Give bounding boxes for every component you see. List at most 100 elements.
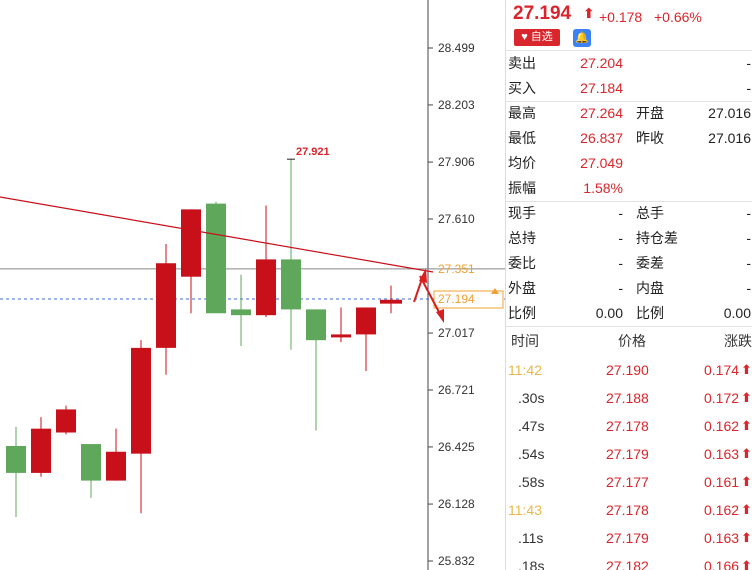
candle-body xyxy=(56,409,76,433)
divider xyxy=(506,326,752,327)
up-arrow-icon: ⬆ xyxy=(583,5,595,21)
add-favorite-button[interactable]: ♥ 自选 xyxy=(514,29,560,46)
trade-row[interactable]: .11s 27.179 0.163 ⬆ xyxy=(506,524,752,552)
price-column-header: 价格 xyxy=(618,333,646,349)
up-arrow-icon: ⬆ xyxy=(741,390,752,405)
trade-row[interactable]: .30s 27.188 0.172 ⬆ xyxy=(506,384,752,412)
stat-value: 26.837 xyxy=(580,130,623,146)
stat-row: 现手 - 总手 - xyxy=(506,201,752,226)
trade-price: 27.178 xyxy=(606,502,649,518)
last-price: 27.194 xyxy=(513,3,572,24)
stat-label: 现手 xyxy=(508,205,536,221)
price-change-pct: +0.66% xyxy=(654,9,702,25)
stat-row: 均价 27.049 xyxy=(506,151,752,176)
stat-label: 买入 xyxy=(508,80,536,96)
y-tick-label: 27.610 xyxy=(438,212,475,226)
bell-icon[interactable]: 🔔 xyxy=(573,29,591,47)
y-tick-label: 27.906 xyxy=(438,155,475,169)
y-tick-label: 26.721 xyxy=(438,383,475,397)
trade-price: 27.179 xyxy=(606,530,649,546)
up-arrow-icon: ⬆ xyxy=(741,418,752,433)
stat-label: 开盘 xyxy=(636,105,664,121)
trade-time: .58s xyxy=(518,474,545,490)
candle-body xyxy=(81,444,101,481)
candle-body xyxy=(231,309,251,316)
trade-row[interactable]: .54s 27.179 0.163 ⬆ xyxy=(506,440,752,468)
trade-change: 0.161 xyxy=(704,474,740,490)
stat-value: - xyxy=(618,205,623,221)
stat-row: 买入 27.184 - xyxy=(506,76,752,101)
stat-row: 卖出 27.204 - xyxy=(506,51,752,76)
stat-value: - xyxy=(746,255,751,271)
reference-line-label: 27.351 xyxy=(438,262,475,276)
stat-value: - xyxy=(746,280,751,296)
change-column-header: 涨跌 xyxy=(724,333,752,349)
y-tick-label: 27.017 xyxy=(438,326,475,340)
stat-value: - xyxy=(746,80,751,96)
candle-body xyxy=(156,263,176,348)
candle-body xyxy=(306,309,326,341)
trade-change: 0.163 xyxy=(704,446,740,462)
stat-row: 总持 - 持仓差 - xyxy=(506,226,752,251)
candle-body xyxy=(256,259,276,316)
stat-row: 比例 0.00 比例 0.00 xyxy=(506,301,752,326)
stat-label: 总持 xyxy=(508,230,536,246)
stat-label: 持仓差 xyxy=(636,230,678,246)
candle-body xyxy=(356,307,376,335)
price-change: +0.178 xyxy=(599,9,643,25)
y-tick-label: 26.128 xyxy=(438,497,475,511)
stat-row: 振幅 1.58% xyxy=(506,176,752,201)
trade-price: 27.182 xyxy=(606,558,649,570)
stat-value: 27.016 xyxy=(708,105,751,121)
up-arrow-icon: ⬆ xyxy=(741,362,752,377)
trade-row[interactable]: .18s 27.182 0.166 ⬆ xyxy=(506,552,752,570)
trade-time: .30s xyxy=(518,390,545,406)
candle-body xyxy=(31,428,51,473)
trade-change: 0.163 xyxy=(704,530,740,546)
current-marker-icon xyxy=(491,288,499,295)
trade-change: 0.162 xyxy=(704,502,740,518)
stat-value: 27.204 xyxy=(580,55,623,71)
stat-value: 1.58% xyxy=(583,180,623,196)
trade-row[interactable]: 11:43 27.178 0.162 ⬆ xyxy=(506,496,752,524)
stat-label: 最低 xyxy=(508,130,536,146)
trade-row[interactable]: .58s 27.177 0.161 ⬆ xyxy=(506,468,752,496)
trades-header: 时间 价格 涨跌 xyxy=(506,327,752,355)
trade-price: 27.190 xyxy=(606,362,649,378)
stat-value: - xyxy=(618,255,623,271)
stat-label: 内盘 xyxy=(636,280,664,296)
stat-row: 外盘 - 内盘 - xyxy=(506,276,752,301)
current-price-box xyxy=(433,290,504,309)
stat-label: 比例 xyxy=(508,305,536,321)
stat-value: 0.00 xyxy=(595,305,623,321)
candle-body xyxy=(331,334,351,338)
quote-header: 27.194 ⬆ +0.178 +0.66% ♥ 自选 🔔 xyxy=(506,0,752,51)
max-price-label: 27.921 xyxy=(296,146,330,158)
trade-change: 0.174 xyxy=(704,362,740,378)
trade-time: .18s xyxy=(518,558,545,570)
candle-body xyxy=(6,445,26,473)
arrow-down-icon xyxy=(436,309,444,323)
quote-panel: 27.194 ⬆ +0.178 +0.66% ♥ 自选 🔔 卖出 27.204- 买… xyxy=(505,0,752,570)
stat-label: 均价 xyxy=(508,155,536,171)
trade-change: 0.172 xyxy=(704,390,740,406)
candlestick-chart[interactable]: 28.499 28.203 27.906 27.610 27.017 26.721 26.4… xyxy=(0,0,505,570)
stat-label: 振幅 xyxy=(508,180,536,196)
divider xyxy=(506,201,752,202)
trade-time: 11:43 xyxy=(508,502,542,518)
trade-time: .54s xyxy=(518,446,545,462)
trade-price: 27.188 xyxy=(606,390,649,406)
stat-value: 0.00 xyxy=(723,305,751,321)
trade-change: 0.166 xyxy=(704,558,740,570)
trade-row[interactable]: .47s 27.178 0.162 ⬆ xyxy=(506,412,752,440)
y-tick-label: 28.203 xyxy=(438,98,475,112)
stat-value: 27.264 xyxy=(580,105,623,121)
trade-price: 27.177 xyxy=(606,474,649,490)
divider xyxy=(506,101,752,102)
y-tick-label: 28.499 xyxy=(438,41,475,55)
up-arrow-icon: ⬆ xyxy=(741,474,752,489)
trade-row[interactable]: 11:42 27.190 0.174 ⬆ xyxy=(506,356,752,384)
up-arrow-icon: ⬆ xyxy=(741,446,752,461)
stat-row: 最低 26.837 昨收 27.016 xyxy=(506,126,752,151)
time-column-header: 时间 xyxy=(511,333,539,349)
